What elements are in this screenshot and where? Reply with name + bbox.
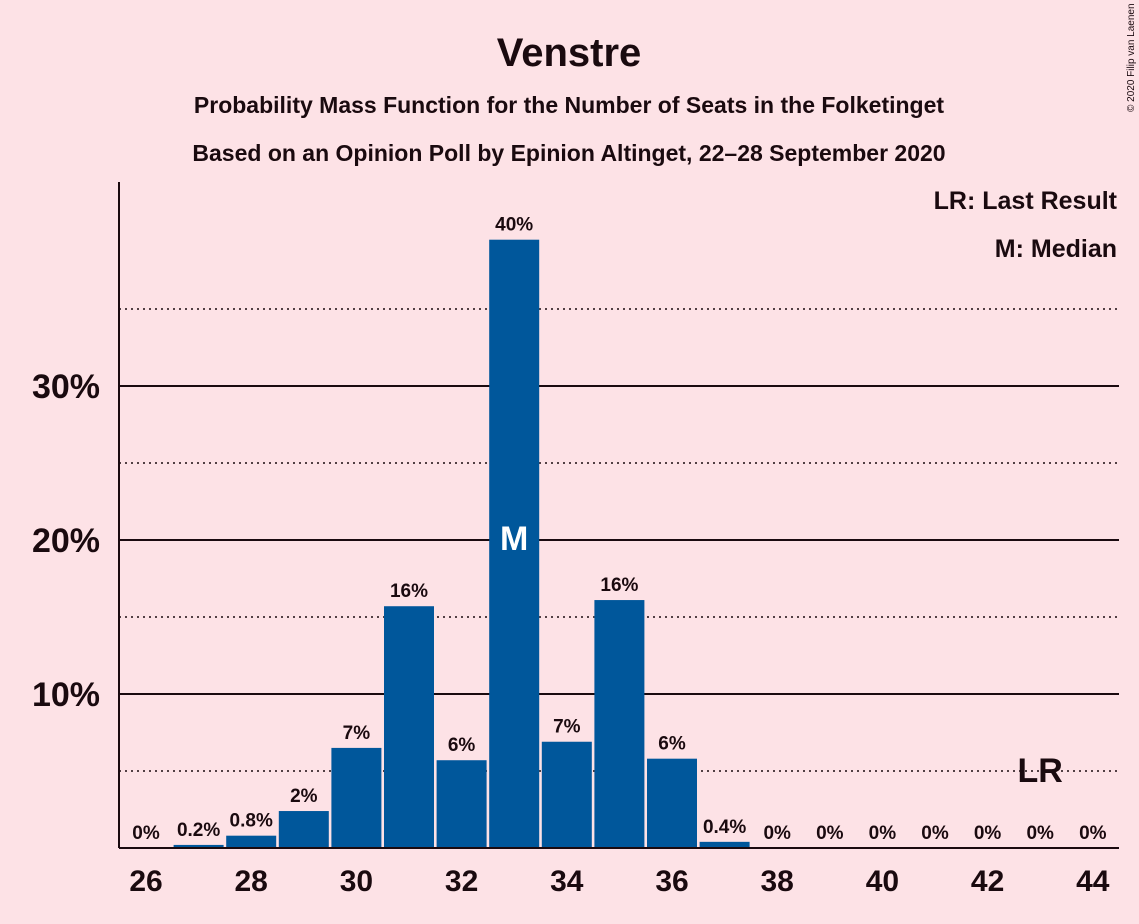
chart-subtitle-line1: Probability Mass Function for the Number… xyxy=(194,92,944,118)
data-label-seat-35: 16% xyxy=(600,575,638,596)
y-axis: 10% 20% 30% xyxy=(32,182,120,848)
bar-seat-35 xyxy=(594,600,645,848)
x-tick-label: 32 xyxy=(445,865,478,898)
x-tick-label: 44 xyxy=(1076,865,1110,898)
data-label-seat-43: 0% xyxy=(1026,823,1054,844)
data-label-seat-29: 2% xyxy=(290,786,318,807)
x-axis: 26 28 30 32 34 36 38 40 42 44 xyxy=(119,847,1119,898)
data-label-seat-39: 0% xyxy=(816,823,844,844)
data-label-seat-26: 0% xyxy=(132,823,160,844)
data-label-seat-33: 40% xyxy=(495,215,533,236)
data-label-seat-40: 0% xyxy=(869,823,897,844)
legend-last-result: LR: Last Result xyxy=(934,187,1118,215)
data-label-seat-44: 0% xyxy=(1079,823,1107,844)
data-labels: 0% 0.2% 0.8% 2% 7% 16% 6% 40% 7% 16% 6% 0.4% 0% 0% 0% 0… xyxy=(132,215,1106,844)
data-label-seat-42: 0% xyxy=(974,823,1002,844)
x-tick-label: 36 xyxy=(655,865,688,898)
bar-seat-28 xyxy=(226,835,277,848)
data-label-seat-32: 6% xyxy=(448,735,476,756)
bars xyxy=(173,239,750,848)
data-label-seat-30: 7% xyxy=(343,723,371,744)
data-label-seat-28: 0.8% xyxy=(230,811,273,832)
bar-seat-33 xyxy=(489,239,540,848)
y-tick-label: 10% xyxy=(32,676,100,714)
markers: M LR xyxy=(500,520,1063,790)
bar-seat-32 xyxy=(436,760,487,848)
last-result-marker: LR xyxy=(1018,752,1063,790)
data-label-seat-38: 0% xyxy=(763,823,791,844)
x-tick-label: 28 xyxy=(235,865,268,898)
bar-seat-36 xyxy=(647,758,697,848)
x-tick-label: 42 xyxy=(971,865,1004,898)
bar-seat-30 xyxy=(331,747,382,848)
data-label-seat-36: 6% xyxy=(658,734,686,755)
bar-seat-37 xyxy=(699,841,750,848)
median-marker: M xyxy=(500,520,528,558)
x-tick-label: 40 xyxy=(866,865,899,898)
data-label-seat-37: 0.4% xyxy=(703,817,746,838)
y-tick-label: 20% xyxy=(32,522,100,560)
x-tick-label: 26 xyxy=(129,865,162,898)
legend-median: M: Median xyxy=(995,235,1117,263)
x-tick-label: 34 xyxy=(550,865,584,898)
bar-seat-34 xyxy=(541,741,592,848)
data-label-seat-34: 7% xyxy=(553,717,581,738)
y-tick-label: 30% xyxy=(32,368,100,406)
bar-seat-27 xyxy=(173,844,224,848)
chart-title: Venstre xyxy=(497,31,642,75)
data-label-seat-41: 0% xyxy=(921,823,949,844)
data-label-seat-31: 16% xyxy=(390,581,428,602)
copyright-notice: © 2020 Filip van Laenen xyxy=(1126,3,1137,112)
chart-subtitle-line2: Based on an Opinion Poll by Epinion Alti… xyxy=(192,140,945,166)
x-tick-label: 30 xyxy=(340,865,373,898)
bar-seat-29 xyxy=(278,811,329,848)
data-label-seat-27: 0.2% xyxy=(177,820,220,841)
x-tick-label: 38 xyxy=(761,865,794,898)
bar-seat-31 xyxy=(384,606,434,848)
